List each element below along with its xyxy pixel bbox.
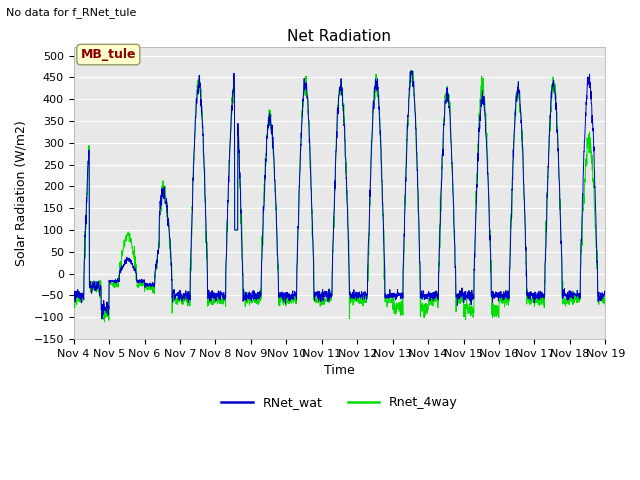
Legend: RNet_wat, Rnet_4way: RNet_wat, Rnet_4way <box>216 392 463 414</box>
X-axis label: Time: Time <box>324 364 355 377</box>
Y-axis label: Solar Radiation (W/m2): Solar Radiation (W/m2) <box>15 120 28 266</box>
Text: MB_tule: MB_tule <box>81 48 136 61</box>
Title: Net Radiation: Net Radiation <box>287 29 392 44</box>
Text: No data for f_RNet_tule: No data for f_RNet_tule <box>6 7 137 18</box>
